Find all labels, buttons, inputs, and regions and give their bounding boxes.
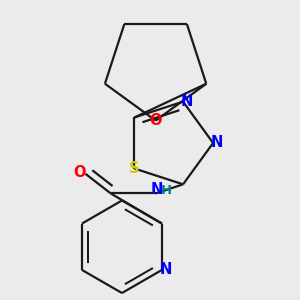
Text: N: N [181, 94, 194, 109]
Text: N: N [151, 182, 163, 197]
Text: H: H [161, 184, 172, 196]
Text: O: O [74, 165, 86, 180]
Text: S: S [129, 161, 140, 176]
Text: O: O [149, 113, 162, 128]
Text: N: N [211, 136, 224, 151]
Text: N: N [160, 262, 172, 278]
